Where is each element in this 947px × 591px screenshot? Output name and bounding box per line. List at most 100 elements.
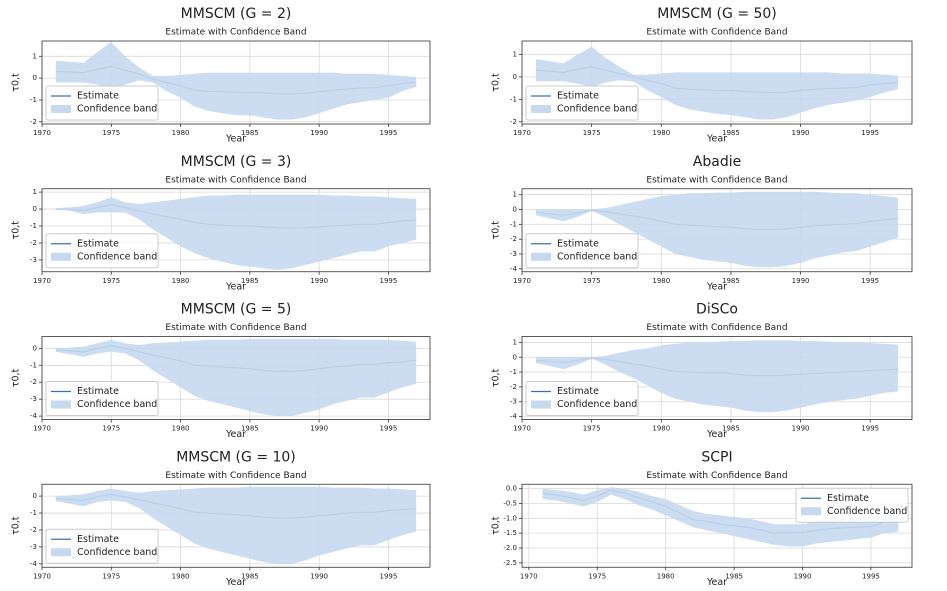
x-axis-label: Year xyxy=(225,134,246,145)
legend-box xyxy=(45,381,159,416)
x-tick-label: 1995 xyxy=(380,129,398,137)
y-tick-label: -2.5 xyxy=(503,559,517,567)
legend-label: Estimate xyxy=(77,91,119,102)
y-tick-label: -1.0 xyxy=(503,514,517,522)
y-tick-label: -2 xyxy=(30,118,37,126)
y-axis-label: τ0,t xyxy=(491,368,502,387)
y-tick-label: 0 xyxy=(33,205,37,213)
x-tick-label: 1975 xyxy=(588,572,606,580)
legend-label: Confidence band xyxy=(557,104,637,115)
panel-subtitle: Estimate with Confidence Band xyxy=(165,471,306,481)
legend-label: Estimate xyxy=(557,386,599,397)
x-tick-label: 1990 xyxy=(792,277,810,285)
y-tick-label: -3 xyxy=(30,395,37,403)
plot-frame xyxy=(521,188,913,273)
confidence-band xyxy=(535,191,899,268)
y-axis-label: τ0,t xyxy=(491,73,502,92)
x-tick-label: 1980 xyxy=(652,425,670,433)
x-tick-label: 1975 xyxy=(583,277,601,285)
plot-frame xyxy=(41,188,431,273)
x-tick-label: 1985 xyxy=(725,572,743,580)
y-tick-label: -1 xyxy=(30,509,37,517)
x-tick-label: 1995 xyxy=(861,425,879,433)
x-tick-label: 1990 xyxy=(792,425,810,433)
confidence-band xyxy=(535,46,899,120)
x-tick-label: 1990 xyxy=(310,277,328,285)
legend-label: Confidence band xyxy=(827,506,907,517)
y-tick-label: 0 xyxy=(33,344,37,352)
y-tick-label: -4 xyxy=(510,413,518,421)
x-axis-label: Year xyxy=(225,281,246,292)
x-tick-label: 1995 xyxy=(862,572,880,580)
y-tick-label: -2 xyxy=(510,383,517,391)
plot-frame xyxy=(41,336,431,420)
legend-swatch xyxy=(801,507,821,516)
y-tick-label: -1 xyxy=(510,368,517,376)
legend-box xyxy=(525,233,639,269)
x-tick-label: 1980 xyxy=(172,572,190,580)
x-tick-label: 1975 xyxy=(583,129,601,137)
plot-frame xyxy=(521,40,913,125)
x-tick-label: 1990 xyxy=(792,129,810,137)
legend-box xyxy=(45,85,159,121)
confidence-band xyxy=(55,42,417,120)
x-tick-label: 1970 xyxy=(513,425,531,433)
y-axis-label: τ0,t xyxy=(11,516,22,535)
y-tick-label: -4 xyxy=(30,560,38,568)
x-tick-label: 1980 xyxy=(657,572,675,580)
y-axis-label: τ0,t xyxy=(11,73,22,92)
y-tick-label: -1 xyxy=(30,96,37,104)
x-tick-label: 1985 xyxy=(241,572,259,580)
x-axis-label: Year xyxy=(706,281,727,292)
panel: MMSCM (G = 2) Estimate with Confidence Ba… xyxy=(11,6,431,145)
x-tick-label: 1995 xyxy=(380,572,398,580)
x-tick-label: 1970 xyxy=(520,572,538,580)
x-tick-label: 1990 xyxy=(794,572,812,580)
panel-title: MMSCM (G = 10) xyxy=(176,449,296,465)
legend-label: Confidence band xyxy=(77,104,157,115)
y-axis-label: τ0,t xyxy=(491,221,502,240)
x-tick-label: 1970 xyxy=(513,277,531,285)
legend-box xyxy=(45,528,159,564)
x-tick-label: 1985 xyxy=(722,129,740,137)
y-tick-label: -2 xyxy=(30,526,37,534)
y-tick-label: -3 xyxy=(30,256,37,264)
y-tick-label: -1 xyxy=(510,220,517,228)
x-tick-label: 1975 xyxy=(102,277,120,285)
legend-swatch xyxy=(531,400,551,409)
x-tick-label: 1975 xyxy=(102,129,120,137)
x-tick-label: 1990 xyxy=(310,425,328,433)
x-tick-label: 1985 xyxy=(722,277,740,285)
y-tick-label: 1 xyxy=(513,50,517,58)
panel: MMSCM (G = 10) Estimate with Confidence B… xyxy=(11,449,431,588)
y-tick-label: -3 xyxy=(510,398,517,406)
x-tick-label: 1980 xyxy=(172,277,190,285)
x-axis-label: Year xyxy=(706,429,727,440)
x-tick-label: 1970 xyxy=(33,277,51,285)
x-tick-label: 1985 xyxy=(722,425,740,433)
x-tick-label: 1995 xyxy=(380,425,398,433)
x-tick-label: 1990 xyxy=(310,129,328,137)
y-tick-label: -2 xyxy=(30,378,37,386)
panel-title: MMSCM (G = 5) xyxy=(181,302,292,318)
legend-swatch xyxy=(531,105,551,113)
panel-title: DiSCo xyxy=(696,302,738,318)
x-axis-label: Year xyxy=(706,577,727,588)
x-tick-label: 1995 xyxy=(861,129,879,137)
panel-subtitle: Estimate with Confidence Band xyxy=(646,28,787,38)
panel: MMSCM (G = 50) Estimate with Confidence B… xyxy=(491,6,913,145)
y-tick-label: 1 xyxy=(33,52,37,60)
panel-subtitle: Estimate with Confidence Band xyxy=(646,175,787,185)
y-tick-label: -1.5 xyxy=(503,529,517,537)
y-tick-label: -3 xyxy=(30,543,37,551)
y-tick-label: 0 xyxy=(513,353,517,361)
x-tick-label: 1970 xyxy=(513,129,531,137)
confidence-band xyxy=(542,487,899,547)
legend-label: Estimate xyxy=(827,493,869,504)
x-tick-label: 1970 xyxy=(33,425,51,433)
x-tick-label: 1975 xyxy=(102,572,120,580)
x-tick-label: 1980 xyxy=(652,129,670,137)
x-tick-label: 1995 xyxy=(861,277,879,285)
legend-label: Confidence band xyxy=(77,251,157,262)
panel-title: MMSCM (G = 2) xyxy=(181,6,292,22)
